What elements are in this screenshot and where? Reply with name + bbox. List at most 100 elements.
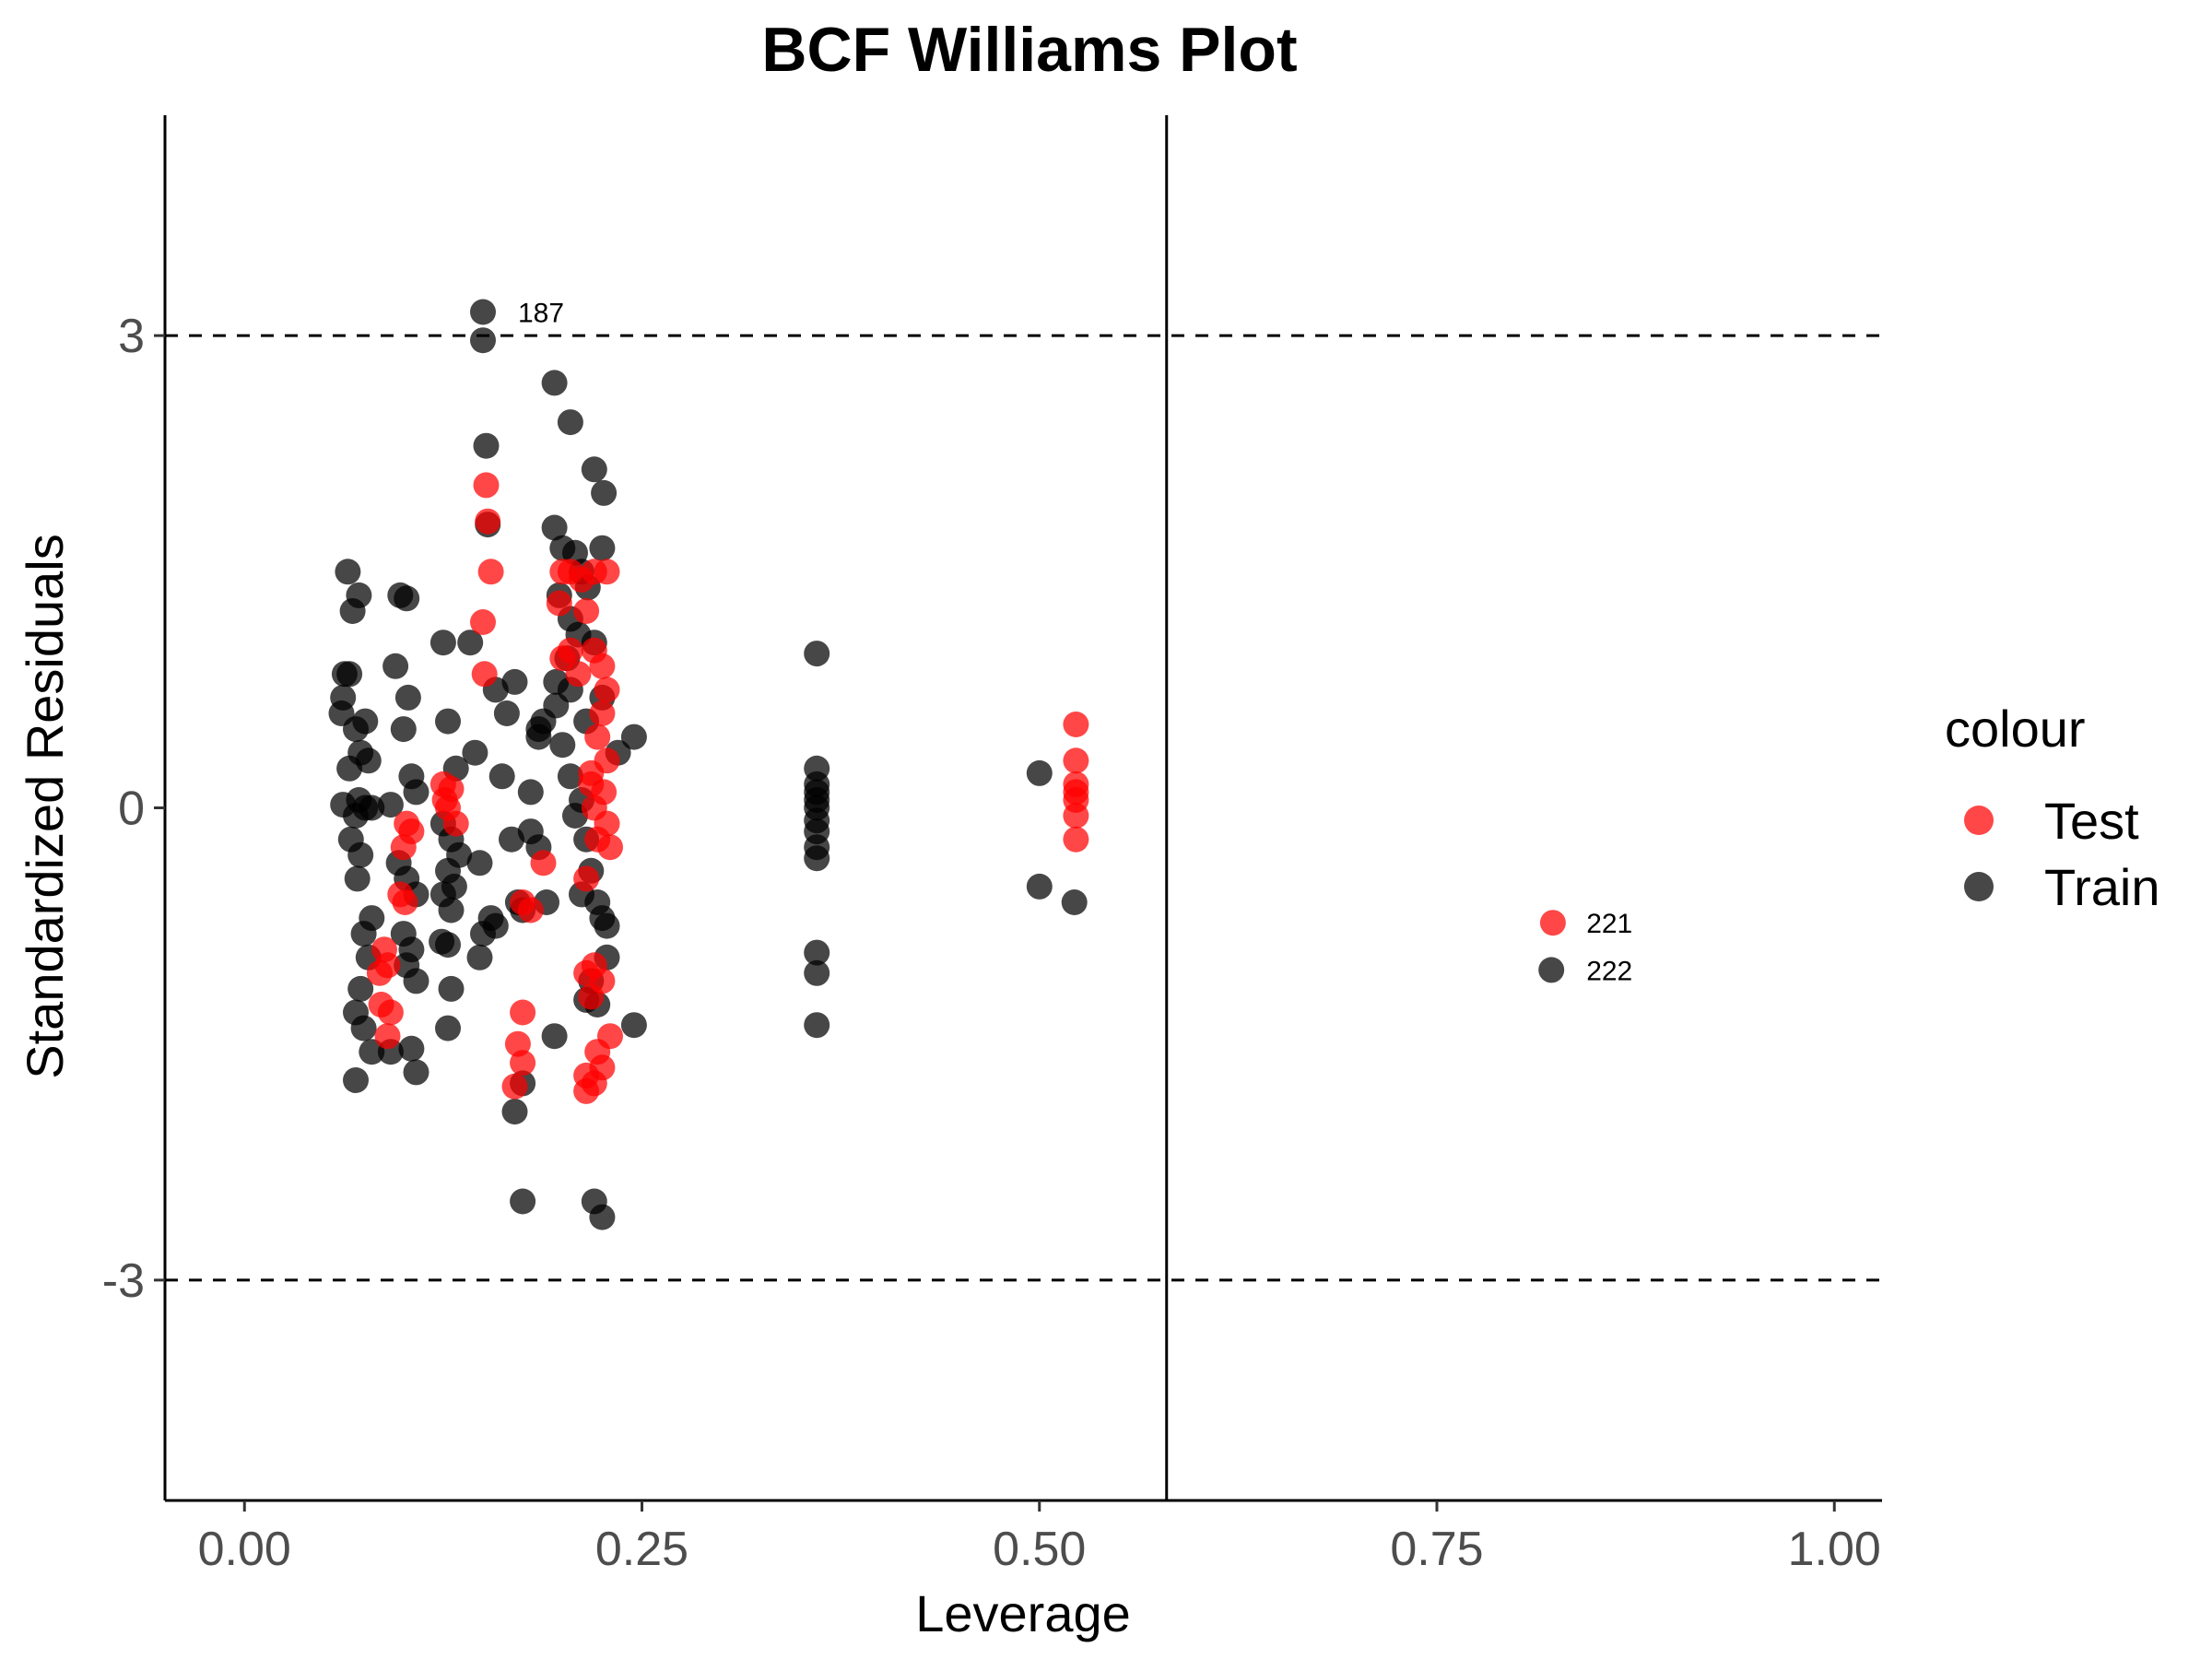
points-layer bbox=[328, 299, 1566, 1230]
test-point bbox=[589, 653, 616, 679]
reference-lines bbox=[165, 115, 1882, 1500]
train-point bbox=[1026, 873, 1053, 900]
train-point bbox=[457, 629, 484, 656]
train-point bbox=[435, 708, 461, 735]
train-point bbox=[350, 921, 377, 947]
test-point bbox=[589, 700, 616, 726]
train-point bbox=[403, 1059, 429, 1086]
test-point bbox=[470, 609, 496, 635]
test-point bbox=[475, 508, 501, 535]
train-point bbox=[346, 582, 372, 608]
train-point bbox=[541, 1023, 568, 1050]
train-point bbox=[488, 763, 515, 790]
train-point bbox=[347, 975, 374, 1002]
train-point bbox=[462, 739, 488, 766]
test-point bbox=[442, 810, 469, 837]
test-point bbox=[594, 677, 620, 703]
test-point bbox=[578, 759, 605, 786]
train-point bbox=[398, 1035, 425, 1062]
test-point bbox=[1539, 910, 1566, 936]
test-point bbox=[549, 645, 576, 672]
legend-label-test: Test bbox=[2044, 792, 2139, 850]
train-point bbox=[549, 732, 576, 759]
train-point bbox=[482, 912, 509, 939]
test-point bbox=[501, 1073, 528, 1100]
test-point bbox=[594, 559, 620, 585]
test-point bbox=[377, 999, 404, 1026]
train-point bbox=[1538, 957, 1565, 983]
test-point bbox=[546, 590, 572, 617]
train-point bbox=[1026, 759, 1053, 786]
test-point bbox=[510, 999, 536, 1026]
test-point bbox=[431, 787, 458, 813]
y-tick-label: -3 bbox=[102, 1254, 145, 1308]
x-tick-label: 0.25 bbox=[595, 1523, 688, 1576]
test-point bbox=[584, 724, 611, 750]
train-point bbox=[466, 850, 493, 877]
train-point bbox=[466, 944, 493, 971]
train-point bbox=[429, 629, 456, 656]
train-point bbox=[438, 897, 465, 924]
train-point bbox=[620, 1012, 647, 1039]
train-point bbox=[344, 865, 371, 892]
train-point bbox=[470, 327, 496, 354]
test-point bbox=[1063, 803, 1089, 829]
x-tick-label: 1.00 bbox=[1788, 1523, 1881, 1576]
train-point bbox=[541, 370, 568, 396]
train-point bbox=[589, 535, 616, 561]
test-point bbox=[390, 834, 417, 861]
test-point bbox=[477, 559, 504, 585]
test-point bbox=[374, 1023, 401, 1050]
train-point bbox=[473, 432, 500, 459]
point-annotations: 187 221 222 bbox=[518, 298, 1632, 986]
train-point bbox=[589, 1204, 616, 1230]
legend-key-train bbox=[1964, 872, 1994, 901]
x-axis-ticks: 0.00 0.25 0.50 0.75 1.00 bbox=[198, 1500, 1881, 1576]
test-point bbox=[471, 661, 498, 688]
chart-title: BCF Williams Plot bbox=[761, 15, 1297, 85]
train-point bbox=[382, 653, 409, 679]
y-tick-label: 3 bbox=[118, 310, 145, 363]
test-point bbox=[573, 598, 600, 624]
y-axis-title: Standardized Residuals bbox=[16, 534, 74, 1078]
test-point bbox=[597, 834, 623, 861]
train-point bbox=[525, 716, 552, 743]
x-tick-label: 0.50 bbox=[993, 1523, 1086, 1576]
point-label: 222 bbox=[1586, 956, 1632, 986]
train-point bbox=[804, 939, 830, 966]
train-point bbox=[335, 559, 361, 585]
train-point bbox=[352, 708, 379, 735]
train-point bbox=[804, 1012, 830, 1039]
train-point bbox=[336, 661, 363, 688]
train-point bbox=[350, 1015, 377, 1041]
train-point bbox=[377, 792, 404, 818]
train-point bbox=[804, 641, 830, 667]
train-point bbox=[804, 959, 830, 986]
train-point bbox=[591, 479, 618, 506]
y-tick-label: 0 bbox=[118, 782, 145, 836]
test-point bbox=[510, 1050, 536, 1077]
test-point bbox=[578, 983, 605, 1010]
train-point bbox=[438, 975, 465, 1002]
test-point bbox=[1063, 747, 1089, 774]
train-point bbox=[394, 684, 421, 711]
train-point bbox=[581, 456, 607, 483]
point-label: 187 bbox=[518, 298, 564, 328]
x-tick-label: 0.00 bbox=[198, 1523, 291, 1576]
train-point bbox=[403, 779, 429, 806]
legend: colour Test Train bbox=[1945, 700, 2160, 916]
test-point bbox=[565, 661, 592, 688]
train-point bbox=[403, 968, 429, 994]
train-point bbox=[594, 912, 620, 939]
test-point bbox=[573, 1077, 600, 1104]
train-point bbox=[343, 1067, 369, 1093]
x-tick-label: 0.75 bbox=[1390, 1523, 1483, 1576]
train-point bbox=[435, 1015, 461, 1041]
train-point bbox=[336, 755, 363, 782]
test-point bbox=[392, 889, 418, 915]
train-point bbox=[804, 845, 830, 872]
train-point bbox=[557, 763, 583, 790]
legend-key-test bbox=[1964, 806, 1994, 835]
train-point bbox=[517, 779, 544, 806]
